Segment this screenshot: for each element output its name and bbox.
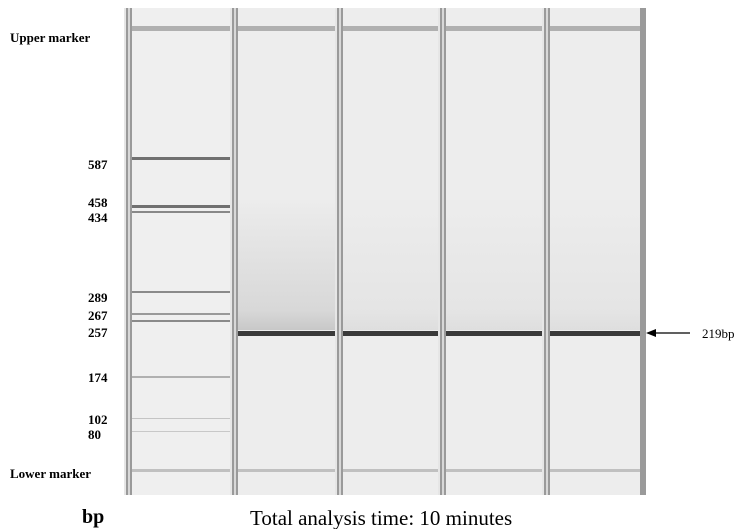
marker-label: 289	[88, 290, 108, 305]
marker-label: 174	[88, 370, 108, 385]
band	[550, 26, 640, 31]
ladder-band	[132, 211, 230, 213]
smear	[343, 200, 438, 330]
marker-label: 458	[88, 195, 108, 210]
band	[238, 469, 335, 472]
ladder-band	[132, 418, 230, 419]
ladder-band	[132, 291, 230, 293]
marker-label: 102	[88, 412, 108, 427]
caption: Total analysis time: 10 minutes	[250, 506, 512, 529]
arrow-head	[646, 329, 656, 337]
band	[238, 26, 335, 31]
marker-label: 434	[88, 210, 108, 225]
band	[132, 469, 230, 472]
marker-label: 267	[88, 308, 108, 323]
axis-label: bp	[82, 506, 104, 528]
band	[550, 331, 640, 336]
ladder-band	[132, 157, 230, 160]
band	[446, 469, 542, 472]
marker-label: 80	[88, 427, 101, 442]
ladder-band	[132, 320, 230, 322]
band	[550, 469, 640, 472]
lane-edge-light	[546, 8, 548, 495]
ladder-band	[132, 313, 230, 315]
gel-image: Upper marker 587 458434 289 267 257 174 10280 Lo…	[0, 0, 734, 529]
band	[132, 26, 230, 31]
band-annotation: 219bp	[702, 326, 734, 341]
band	[343, 331, 438, 336]
lane	[132, 8, 230, 495]
lane-edge-light	[442, 8, 444, 495]
lane-edge	[640, 8, 646, 495]
smear	[238, 200, 335, 330]
band	[446, 26, 542, 31]
band	[343, 469, 438, 472]
band	[446, 331, 542, 336]
band	[343, 26, 438, 31]
ladder-band	[132, 376, 230, 378]
smear	[550, 200, 640, 330]
lane-edge-light	[128, 8, 130, 495]
ladder-band	[132, 431, 230, 432]
smear	[446, 200, 542, 330]
marker-label: 257	[88, 325, 108, 340]
ladder-band	[132, 205, 230, 208]
lane-edge-light	[339, 8, 341, 495]
marker-label: Lower marker	[10, 466, 91, 481]
band	[238, 331, 335, 336]
marker-label: 587	[88, 157, 108, 172]
marker-label: Upper marker	[10, 30, 91, 45]
gel-figure: Upper marker 587 458434 289 267 257 174 10280 Lo…	[0, 0, 734, 529]
lane-edge-light	[234, 8, 236, 495]
